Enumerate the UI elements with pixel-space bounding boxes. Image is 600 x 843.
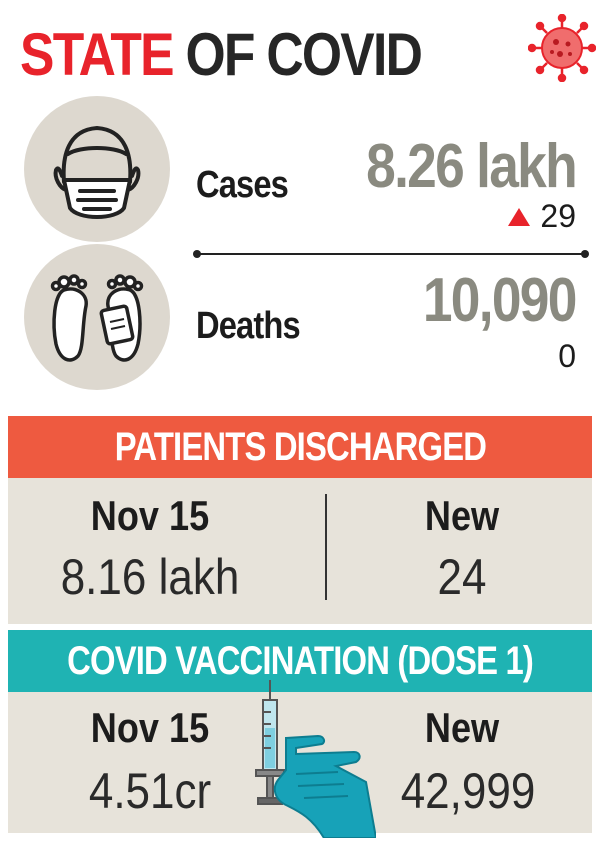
vaccination-right-value: 42,999 bbox=[400, 763, 536, 819]
discharged-right-label: New bbox=[424, 492, 500, 539]
deaths-delta-value: 0 bbox=[558, 338, 576, 374]
deaths-value: 10,090 bbox=[423, 266, 577, 335]
cases-delta-value: 29 bbox=[540, 198, 576, 234]
cases-delta: 29 bbox=[508, 198, 576, 235]
cases-value: 8.26 lakh bbox=[366, 132, 578, 201]
cases-label: Cases bbox=[196, 164, 289, 206]
deaths-delta: 0 bbox=[558, 338, 576, 375]
vaccine-syringe-icon bbox=[226, 678, 378, 839]
vaccination-banner: COVID VACCINATION (DOSE 1) bbox=[8, 630, 592, 692]
vaccination-left-label: Nov 15 bbox=[90, 704, 210, 751]
discharged-left-label: Nov 15 bbox=[90, 492, 210, 539]
discharged-right-value: 24 bbox=[437, 549, 487, 605]
page-title: STATE OF COVID bbox=[20, 21, 423, 88]
divider bbox=[193, 250, 589, 258]
discharged-banner: PATIENTS DISCHARGED bbox=[8, 416, 592, 478]
coronavirus-icon bbox=[527, 13, 597, 83]
feet-with-toe-tag-icon bbox=[24, 244, 170, 390]
trend-up-icon bbox=[508, 207, 531, 226]
discharged-panel bbox=[8, 478, 592, 624]
vaccination-heading: COVID VACCINATION (DOSE 1) bbox=[67, 638, 534, 683]
title-state: STATE bbox=[20, 21, 175, 88]
discharged-heading: PATIENTS DISCHARGED bbox=[114, 424, 486, 469]
column-divider bbox=[325, 494, 327, 600]
face-mask-icon bbox=[24, 96, 170, 242]
vaccination-left-value: 4.51cr bbox=[88, 763, 212, 819]
title-of-covid: OF COVID bbox=[172, 21, 422, 88]
discharged-left-value: 8.16 lakh bbox=[60, 549, 240, 605]
vaccination-right-label: New bbox=[424, 704, 500, 751]
deaths-label: Deaths bbox=[196, 305, 301, 347]
